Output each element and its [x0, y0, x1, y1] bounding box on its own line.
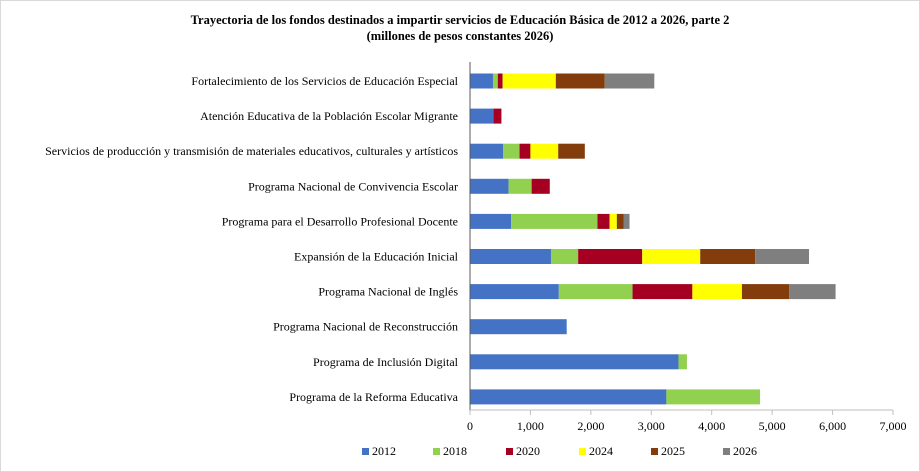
bar-2024-row-2	[530, 143, 559, 159]
legend-label-2025: 2025	[661, 444, 685, 458]
chart-title-block: Trayectoria de los fondos destinados a i…	[0, 12, 920, 44]
bar-2012-row-8	[470, 354, 679, 370]
bar-2012-row-6	[470, 284, 559, 300]
legend-label-2026: 2026	[733, 444, 757, 458]
bar-2024-row-6	[692, 284, 742, 300]
category-label: Fortalecimiento de los Servicios de Educ…	[191, 74, 458, 88]
x-tick-label: 4,000	[698, 419, 725, 433]
category-label: Programa de Inclusión Digital	[313, 355, 459, 369]
bar-2025-row-6	[741, 284, 790, 300]
x-tick-label: 1,000	[517, 419, 544, 433]
x-tick-label: 2,000	[577, 419, 604, 433]
bar-2018-row-5	[550, 249, 579, 264]
bar-2025-row-0	[555, 73, 605, 89]
category-label: Programa de la Reforma Educativa	[289, 390, 458, 404]
bar-2020-row-4	[597, 213, 610, 229]
legend-label-2024: 2024	[589, 444, 613, 458]
bar-2012-row-3	[470, 178, 509, 194]
bar-2018-row-3	[508, 178, 532, 194]
bar-2020-row-0	[497, 73, 503, 89]
bar-2026-row-5	[755, 249, 809, 264]
legend-swatch-2012	[362, 448, 369, 455]
legend-label-2012: 2012	[372, 444, 396, 458]
bar-2012-row-0	[470, 73, 493, 89]
bar-2012-row-4	[470, 213, 512, 229]
legend-swatch-2026	[723, 448, 730, 455]
bar-2024-row-4	[609, 213, 617, 229]
bar-2025-row-4	[616, 213, 624, 229]
bar-2012-row-5	[470, 249, 551, 264]
bar-2018-row-6	[558, 284, 633, 300]
bar-2012-row-7	[470, 319, 567, 335]
category-label: Expansión de la Educación Inicial	[294, 250, 459, 264]
bar-2020-row-2	[519, 143, 531, 159]
bar-2026-row-6	[789, 284, 836, 300]
bar-2020-row-6	[632, 284, 693, 300]
legend-label-2020: 2020	[516, 444, 540, 458]
bar-2026-row-0	[604, 73, 655, 89]
x-tick-label: 7,000	[880, 419, 907, 433]
bar-2026-row-4	[623, 213, 630, 229]
category-label: Atención Educativa de la Población Escol…	[200, 109, 458, 123]
bar-2018-row-2	[503, 143, 520, 159]
category-label: Programa para el Desarrollo Profesional …	[222, 214, 458, 228]
x-tick-label: 6,000	[819, 419, 846, 433]
bar-2020-row-1	[493, 108, 502, 124]
legend-swatch-2018	[433, 448, 440, 455]
category-label: Programa Nacional de Inglés	[318, 285, 458, 299]
bar-2018-row-9	[666, 389, 761, 405]
category-label: Programa Nacional de Reconstrucción	[273, 320, 458, 334]
x-tick-label: 5,000	[759, 419, 786, 433]
bar-2012-row-9	[470, 389, 667, 405]
bar-2024-row-0	[502, 73, 556, 89]
x-tick-label: 3,000	[638, 419, 665, 433]
bar-2020-row-5	[578, 249, 643, 264]
bar-2018-row-8	[678, 354, 687, 370]
legend-label-2018: 2018	[443, 444, 467, 458]
bar-2024-row-5	[642, 249, 701, 264]
bar-2012-row-2	[470, 143, 504, 159]
legend-swatch-2024	[579, 448, 586, 455]
bar-2018-row-4	[511, 213, 598, 229]
legend-swatch-2025	[651, 448, 658, 455]
bar-2025-row-2	[558, 143, 585, 159]
x-tick-label: 0	[467, 419, 473, 433]
chart-subtitle: (millones de pesos constantes 2026)	[366, 29, 554, 43]
bar-2018-row-0	[492, 73, 498, 89]
category-label: Servicios de producción y transmisión de…	[45, 144, 458, 158]
legend-swatch-2020	[506, 448, 513, 455]
category-label: Programa Nacional de Convivencia Escolar	[248, 179, 458, 193]
bar-2020-row-3	[531, 178, 550, 194]
bar-2025-row-5	[700, 249, 756, 264]
bar-2012-row-1	[470, 108, 494, 124]
chart-title: Trayectoria de los fondos destinados a i…	[190, 13, 730, 27]
